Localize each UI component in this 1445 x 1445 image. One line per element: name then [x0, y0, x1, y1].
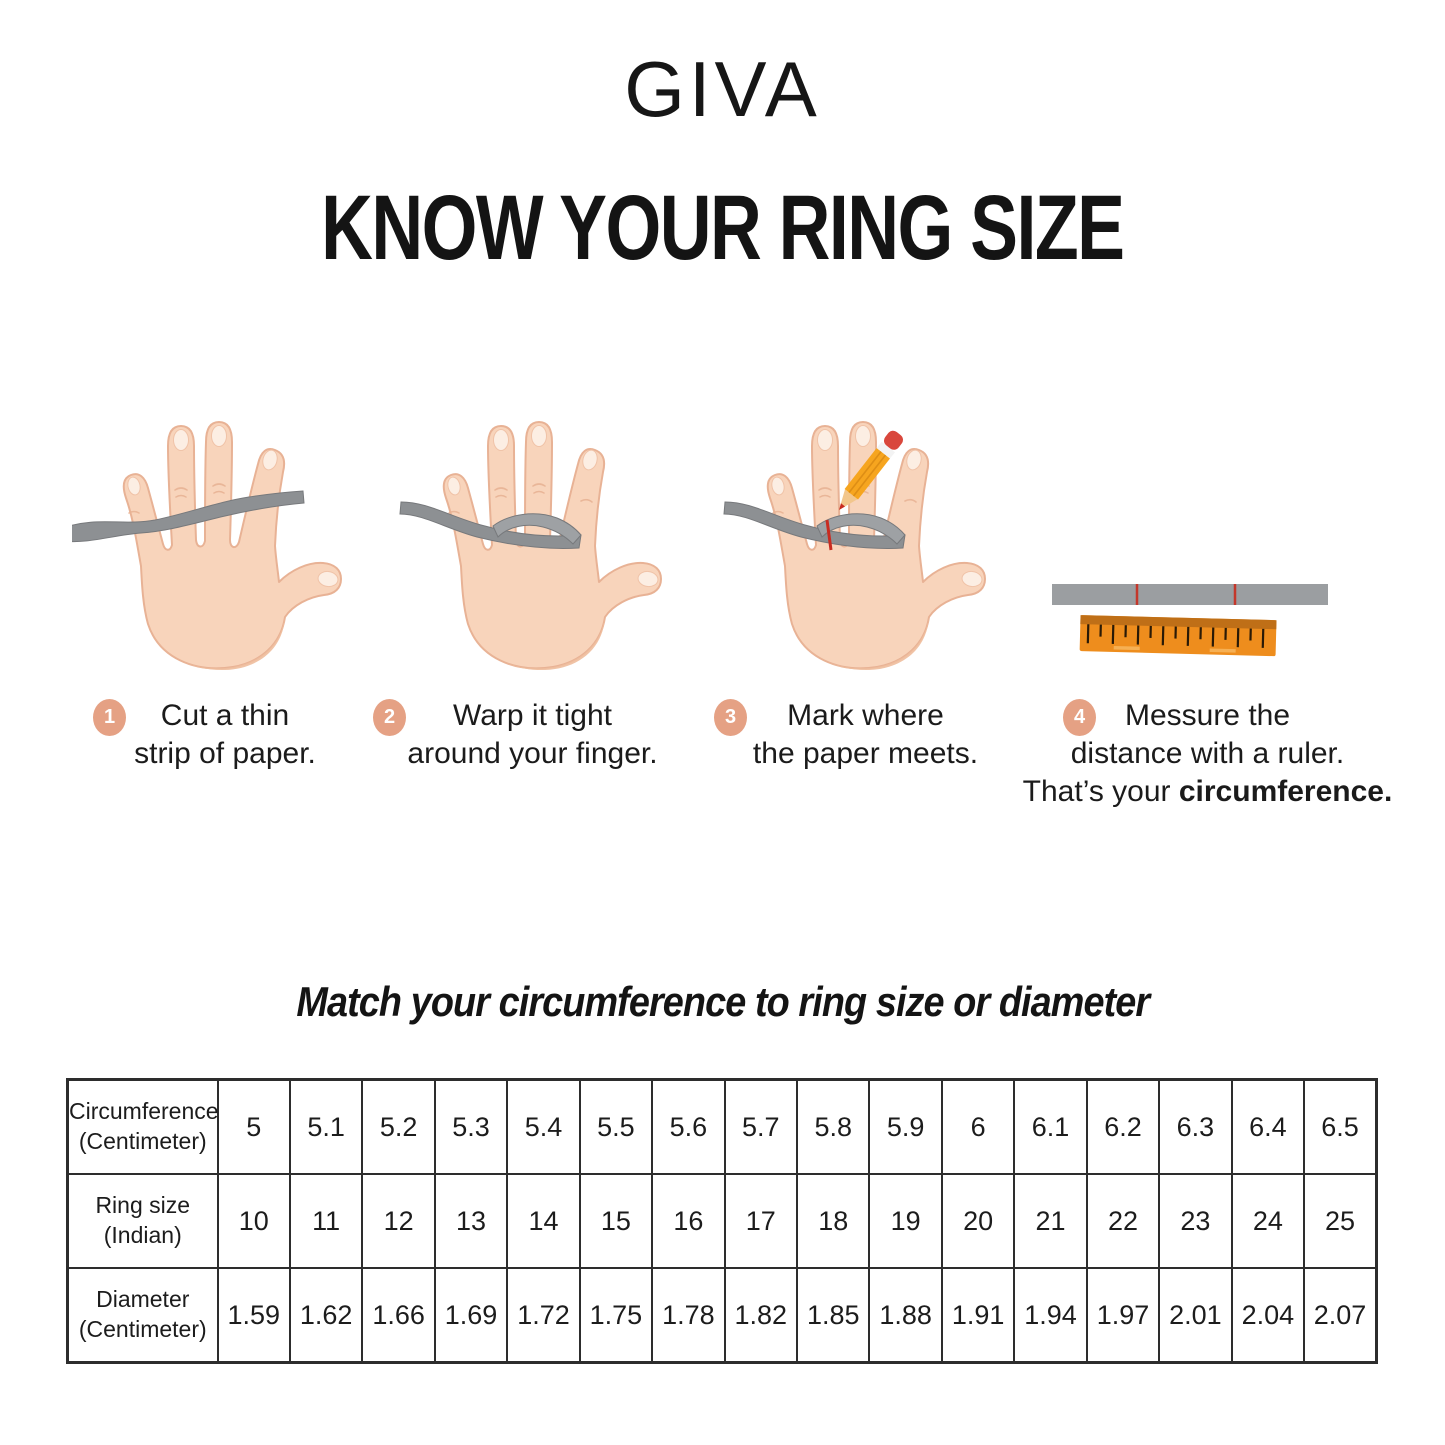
ring-size-table: Circumference (Centimeter) 5 5.1 5.2 5.3… [66, 1078, 1378, 1364]
hand-step3-illustration [723, 421, 986, 672]
paper-strip-wrap [816, 513, 906, 545]
table-value-cell: 23 [1158, 1173, 1233, 1269]
table-value-cell: 1.94 [1013, 1267, 1088, 1364]
ruler-step4-illustration [1052, 584, 1328, 657]
table-value-cell: 6.3 [1158, 1078, 1233, 1175]
table-value-cell: 19 [868, 1173, 943, 1269]
paper-strip-icon [1052, 584, 1328, 605]
step2-line2: around your finger. [407, 737, 658, 771]
step4-line3: That’s your circumference. [1005, 773, 1410, 811]
table-value-cell: 10 [216, 1173, 291, 1269]
table-label-cell: Ring size (Indian) [66, 1173, 219, 1269]
table-value-cell: 5.9 [868, 1078, 943, 1175]
table-value-cell: 5.6 [651, 1078, 726, 1175]
table-value-cell: 12 [361, 1173, 436, 1269]
table-value-cell: 1.97 [1085, 1267, 1161, 1364]
table-value-cell: 1.62 [288, 1267, 364, 1364]
table-value-cell: 24 [1230, 1173, 1306, 1269]
table-value-cell: 25 [1303, 1173, 1378, 1269]
table-value-cell: 13 [433, 1173, 509, 1269]
table-value-cell: 5 [216, 1078, 291, 1175]
table-value-cell: 21 [1013, 1173, 1088, 1269]
step3-number-badge: 3 [714, 699, 747, 736]
pencil-icon [839, 430, 903, 510]
step1-line1: Cut a thin [160, 699, 290, 732]
step4-line3-prefix: That’s your [1022, 775, 1179, 809]
paper-strip-icon [723, 501, 906, 549]
table-value-cell: 15 [578, 1173, 654, 1269]
step2-caption: 2 Warp it tight around your finger. [365, 697, 700, 773]
step3-line2: the paper meets. [752, 737, 979, 771]
table-value-cell: 6.2 [1085, 1078, 1161, 1175]
step2-number-badge: 2 [373, 699, 406, 736]
table-value-cell: 1.78 [651, 1267, 726, 1364]
step4-line2: distance with a ruler. [1070, 737, 1345, 771]
table-value-cell: 5.5 [578, 1078, 654, 1175]
table-value-cell: 1.85 [795, 1267, 871, 1364]
step2-line1: Warp it tight [453, 699, 612, 732]
table-value-cell: 14 [506, 1173, 581, 1269]
table-value-cell: 6.1 [1013, 1078, 1088, 1175]
table-value-cell: 1.59 [216, 1267, 291, 1364]
table-row-ring-size: Ring size (Indian) 10 11 12 13 14 15 16 … [66, 1173, 1378, 1269]
step1-line2: strip of paper. [134, 737, 316, 771]
table-value-cell: 6.5 [1303, 1078, 1378, 1175]
brand-logo: GIVA [624, 45, 821, 133]
table-value-cell: 22 [1085, 1173, 1161, 1269]
table-value-cell: 20 [940, 1173, 1016, 1269]
step4-line1: Messure the [1124, 699, 1291, 732]
table-row-diameter: Diameter (Centimeter) 1.59 1.62 1.66 1.6… [66, 1267, 1378, 1364]
table-value-cell: 11 [288, 1173, 364, 1269]
step1-caption: 1 Cut a thin strip of paper. [75, 697, 375, 773]
hand-step1-illustration [72, 421, 342, 672]
table-value-cell: 1.82 [723, 1267, 799, 1364]
table-subtitle: Match your circumference to ring size or… [296, 978, 1150, 1025]
table-value-cell: 5.1 [288, 1078, 364, 1175]
table-value-cell: 6.4 [1230, 1078, 1306, 1175]
table-value-cell: 6 [940, 1078, 1016, 1175]
table-value-cell: 17 [723, 1173, 799, 1269]
paper-strip-wrap [492, 513, 582, 545]
mark-line [825, 519, 833, 551]
table-value-cell: 16 [651, 1173, 726, 1269]
ruler-icon [1079, 615, 1277, 657]
table-value-cell: 1.72 [506, 1267, 581, 1364]
table-value-cell: 5.2 [361, 1078, 436, 1175]
table-row-circumference: Circumference (Centimeter) 5 5.1 5.2 5.3… [66, 1078, 1378, 1175]
table-label-cell: Circumference (Centimeter) [66, 1078, 219, 1175]
table-value-cell: 1.75 [578, 1267, 654, 1364]
table-value-cell: 1.88 [868, 1267, 943, 1364]
table-value-cell: 1.66 [361, 1267, 436, 1364]
table-value-cell: 5.3 [433, 1078, 509, 1175]
table-value-cell: 2.01 [1158, 1267, 1233, 1364]
table-label-cell: Diameter (Centimeter) [66, 1267, 219, 1364]
step4-caption: 4 Messure the distance with a ruler. Tha… [1005, 697, 1410, 811]
table-value-cell: 18 [795, 1173, 871, 1269]
step4-line3-bold: circumference. [1178, 775, 1393, 809]
step3-caption: 3 Mark where the paper meets. [698, 697, 1033, 773]
step4-number-badge: 4 [1063, 699, 1096, 736]
table-value-cell: 2.07 [1303, 1267, 1378, 1364]
page-title: KNOW YOUR RING SIZE [321, 177, 1125, 279]
table-value-cell: 2.04 [1230, 1267, 1306, 1364]
paper-strip-icon [399, 501, 582, 549]
hand-step2-illustration [399, 421, 662, 672]
mark-line [1135, 584, 1237, 605]
paper-strip-icon [72, 490, 305, 543]
table-value-cell: 5.7 [723, 1078, 799, 1175]
table-value-cell: 1.69 [433, 1267, 509, 1364]
table-value-cell: 5.8 [795, 1078, 871, 1175]
step3-line1: Mark where [787, 699, 944, 732]
table-value-cell: 5.4 [506, 1078, 581, 1175]
step1-number-badge: 1 [93, 699, 126, 736]
table-value-cell: 1.91 [940, 1267, 1016, 1364]
